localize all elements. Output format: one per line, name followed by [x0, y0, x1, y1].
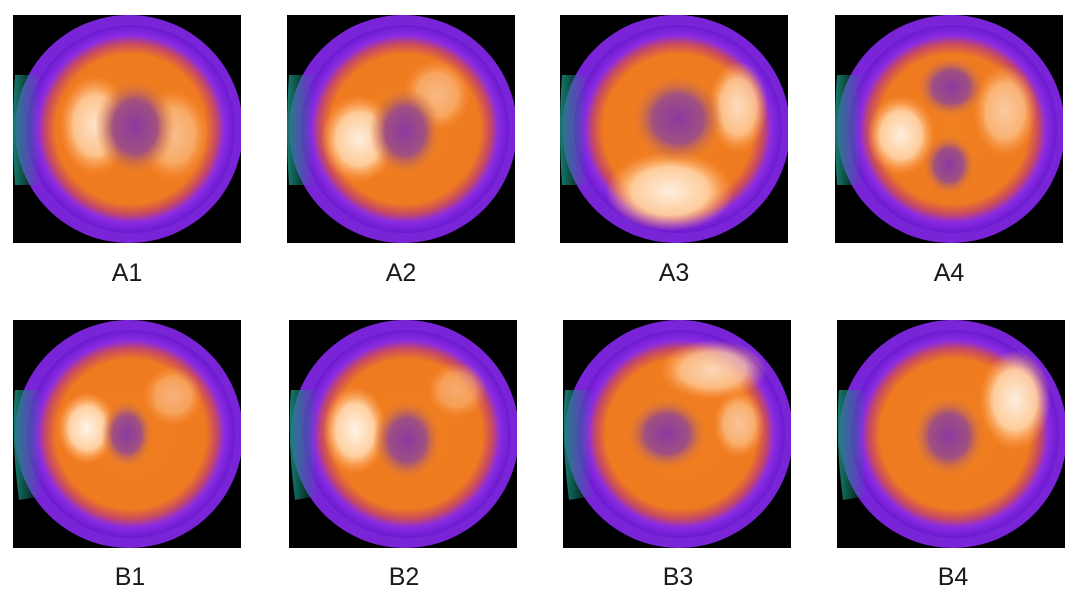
polar-map-b2 [289, 320, 517, 548]
panel-label-b3: B3 [662, 563, 694, 591]
polar-map-a4 [835, 15, 1063, 243]
polar-map-b4 [837, 320, 1065, 548]
polar-map-a2 [287, 15, 515, 243]
panel-label-a4: A4 [933, 259, 965, 287]
panel-label-a3: A3 [658, 259, 690, 287]
panel-label-a1: A1 [111, 259, 143, 287]
polar-map-b3 [563, 320, 791, 548]
polar-map-a1 [13, 15, 241, 243]
polar-map-a3 [560, 15, 788, 243]
panel-label-a2: A2 [385, 259, 417, 287]
polar-map-b1 [13, 320, 241, 548]
panel-label-b2: B2 [388, 563, 420, 591]
panel-label-b4: B4 [937, 563, 969, 591]
panel-label-b1: B1 [114, 563, 146, 591]
